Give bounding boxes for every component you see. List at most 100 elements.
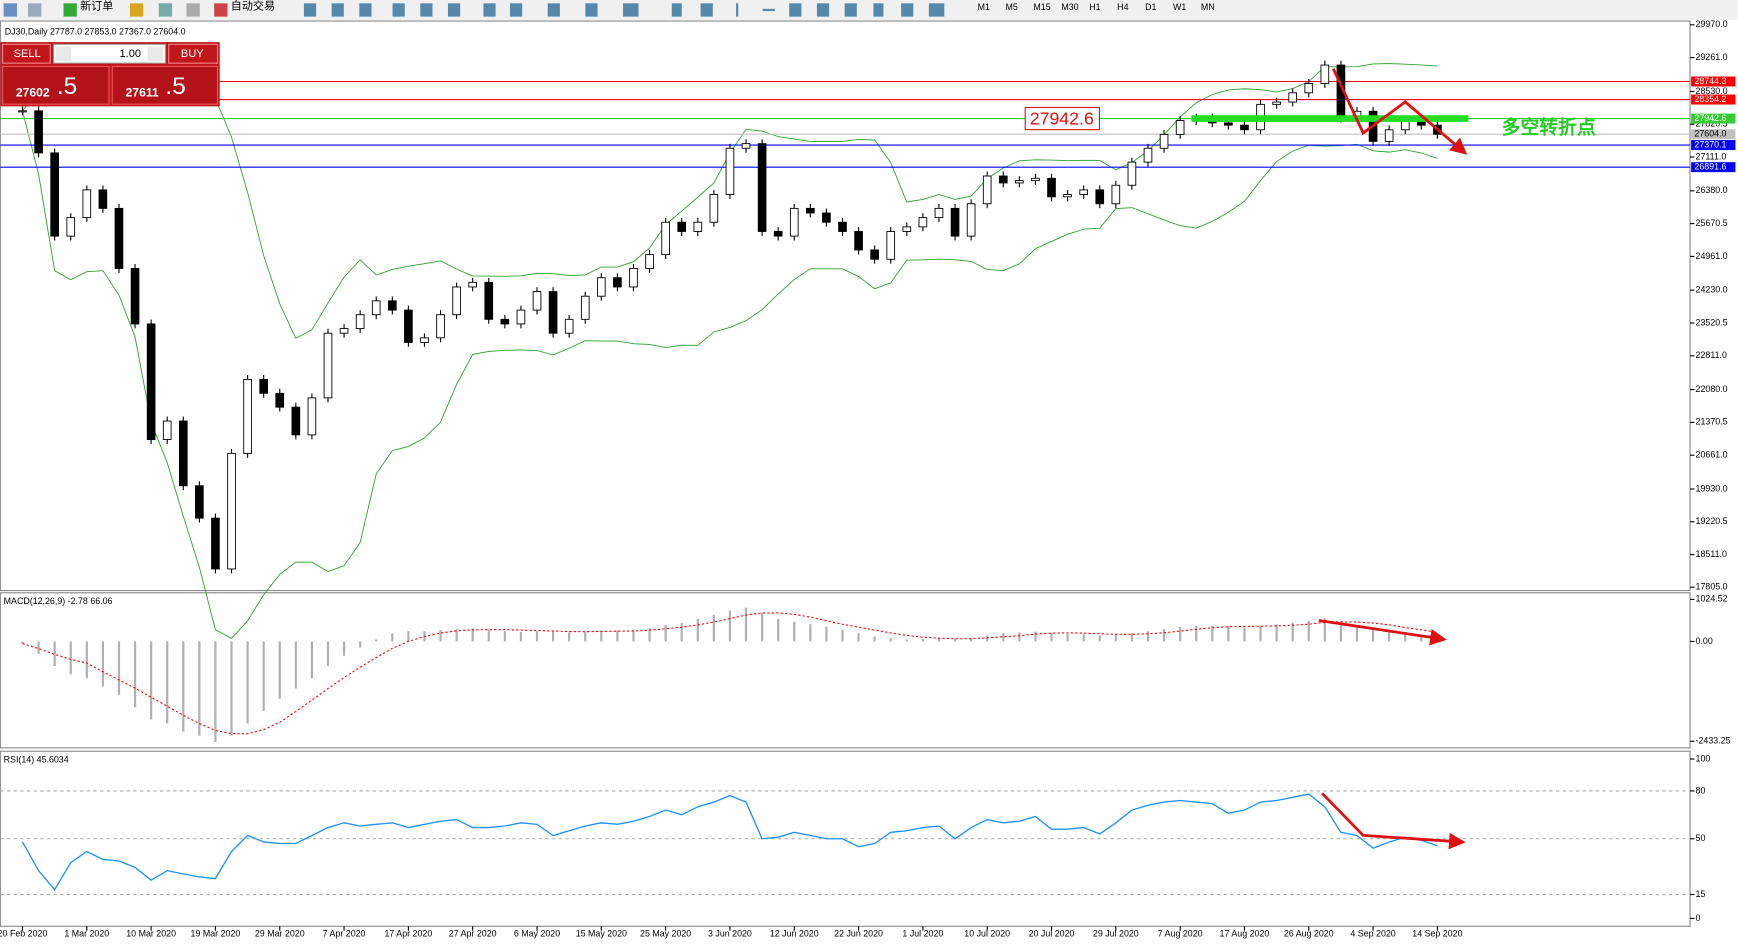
candle <box>259 378 268 394</box>
icon[interactable] <box>3 3 17 17</box>
timeframe-button[interactable]: D1 <box>1145 2 1156 12</box>
y-tick-label: 19930.0 <box>1696 483 1728 493</box>
x-tick-label: 19 Mar 2020 <box>191 928 241 938</box>
y-tick-label: 100 <box>1696 753 1711 763</box>
y-tick-label: 15 <box>1696 889 1706 899</box>
auto-trading-icon[interactable] <box>214 3 228 17</box>
bid-frac[interactable]: .5 <box>57 73 77 100</box>
lots-input[interactable] <box>52 43 166 64</box>
ask-main[interactable]: 27611 <box>126 85 159 99</box>
candle <box>468 281 478 288</box>
price-level-label: 27604.0 <box>1694 129 1726 139</box>
candle <box>1127 161 1137 186</box>
timeframe-button[interactable]: M1 <box>978 2 990 12</box>
candle <box>98 189 108 209</box>
y-tick-label: 20661.0 <box>1696 450 1728 460</box>
trend-arrow <box>1331 68 1468 155</box>
candle <box>1143 147 1153 163</box>
candle <box>693 221 703 232</box>
candle <box>1047 177 1056 198</box>
main-chart-area <box>0 20 1691 592</box>
timeframe-button[interactable]: MN <box>1201 2 1215 12</box>
candle <box>307 397 317 436</box>
candle <box>387 300 397 311</box>
timeframe-button[interactable]: W1 <box>1173 2 1186 12</box>
candle <box>339 328 349 334</box>
buy-button[interactable] <box>168 43 219 64</box>
candle <box>564 318 574 334</box>
y-tick-label: 22080.0 <box>1696 384 1728 394</box>
candle <box>1079 189 1088 195</box>
y-tick-label: 21370.5 <box>1696 417 1728 427</box>
candle <box>130 268 140 325</box>
timeframe-button[interactable]: M15 <box>1033 2 1050 12</box>
buy-price-box[interactable] <box>111 65 219 105</box>
candle <box>211 517 220 570</box>
sell-button[interactable] <box>2 43 51 64</box>
timeframe-button[interactable]: M30 <box>1061 2 1078 12</box>
rsi-arrow <box>1321 792 1466 850</box>
candle <box>162 420 172 440</box>
lots-decrease[interactable] <box>55 46 72 61</box>
candle <box>1240 124 1249 131</box>
lots-value[interactable]: 1.00 <box>120 48 142 60</box>
annotation-box <box>1024 106 1101 131</box>
macd-title: MACD(12,26,9) -2.78 66.06 <box>4 596 113 606</box>
sell-label[interactable]: SELL <box>14 48 41 60</box>
candle <box>66 217 76 237</box>
timeframe-bar: M1 M5 M15 M30 H1 H4 D1 W1 MN <box>978 2 1215 12</box>
candle <box>1320 64 1330 84</box>
icon[interactable] <box>186 3 200 17</box>
price-level-tag <box>1691 140 1736 151</box>
lots-increase[interactable] <box>147 46 164 61</box>
sell-price-box[interactable] <box>2 65 110 105</box>
x-tick-label: 10 Jul 2020 <box>964 928 1010 938</box>
new-order-button[interactable]: 新订单 <box>80 0 113 13</box>
candle <box>1015 180 1024 184</box>
icon[interactable] <box>28 3 42 17</box>
y-tick-label: 23520.5 <box>1696 317 1728 327</box>
y-tick-label: 29970.0 <box>1696 19 1728 29</box>
ask-frac[interactable]: .5 <box>165 73 185 100</box>
price-level-label: 27942.6 <box>1694 113 1726 123</box>
y-tick-label: -2433.25 <box>1696 736 1731 746</box>
candle <box>1031 177 1040 182</box>
candle <box>1175 120 1185 135</box>
auto-trading-button[interactable]: 自动交易 <box>231 0 275 13</box>
buy-label[interactable]: BUY <box>181 48 204 60</box>
x-tick-label: 17 Aug 2020 <box>1220 928 1270 938</box>
candle <box>1400 120 1410 131</box>
y-tick-label: 80 <box>1696 785 1706 795</box>
icon[interactable] <box>129 3 144 17</box>
candle <box>1111 184 1121 205</box>
macd-panel <box>0 592 1691 749</box>
icon[interactable] <box>158 3 173 17</box>
new-order-icon[interactable] <box>63 3 77 17</box>
candle <box>629 268 638 288</box>
candle <box>597 277 606 297</box>
candle <box>452 286 461 316</box>
candle <box>677 221 687 232</box>
rsi-title: RSI(14) 45.6034 <box>4 754 69 764</box>
price-level-tag <box>1691 76 1736 87</box>
candle <box>404 309 413 343</box>
candle <box>323 332 333 399</box>
price-level-label: 28354.2 <box>1694 94 1726 104</box>
timeframe-button[interactable]: H4 <box>1117 2 1128 12</box>
rsi-line <box>21 793 1438 891</box>
candle <box>1384 129 1394 142</box>
candle <box>822 212 831 223</box>
price-level-label: 26891.6 <box>1694 161 1726 171</box>
y-tick-label: 0 <box>1696 913 1701 923</box>
candle <box>966 203 976 237</box>
candle <box>1063 194 1072 198</box>
y-tick-label: 27111.0 <box>1696 151 1727 161</box>
candle <box>950 207 960 237</box>
candle <box>789 207 799 237</box>
candle <box>886 231 896 260</box>
timeframe-button[interactable]: M5 <box>1006 2 1018 12</box>
candle <box>580 295 590 320</box>
bid-main[interactable]: 27602 <box>16 85 50 99</box>
price-level-label: 28744.3 <box>1694 76 1726 86</box>
timeframe-button[interactable]: H1 <box>1089 2 1100 12</box>
